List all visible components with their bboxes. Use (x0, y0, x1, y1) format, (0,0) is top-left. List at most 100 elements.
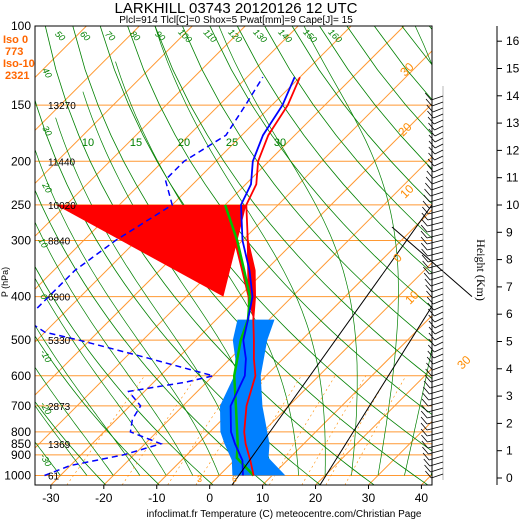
mixing-ratio-line (66, 375, 145, 485)
wind-barb-flag (428, 308, 435, 317)
wind-barb (428, 449, 444, 455)
mixing-ratio-line (121, 375, 198, 485)
wind-barb (434, 341, 444, 347)
isotherm-line (35, 26, 193, 184)
x-tick-label: 20 (309, 491, 323, 505)
wind-barb (431, 185, 444, 191)
height-tick-label: 6 (506, 307, 513, 321)
pressure-tick-label: 600 (11, 369, 31, 383)
wind-barb-flag (424, 188, 431, 197)
wind-barb-flag (420, 422, 428, 431)
wind-barb-flag (424, 374, 432, 383)
wind-barb (427, 401, 444, 407)
wind-barb (429, 197, 444, 203)
isotherm-line (35, 26, 140, 132)
wind-barb (427, 257, 444, 263)
mixing-ratio-line (344, 375, 407, 485)
mixing-ratio-line (325, 375, 389, 485)
wind-barb (428, 395, 444, 401)
height-tick-label: 9 (506, 225, 513, 239)
height-tick-label: 8 (506, 253, 513, 267)
isotherm-line (50, 103, 432, 485)
moist-adiabat-line (218, 26, 358, 476)
wind-barb-flag (424, 92, 432, 101)
isotherm-line (262, 314, 432, 485)
wind-barb (426, 239, 444, 245)
iso0-value: 773 (5, 46, 23, 58)
wind-barb (431, 287, 444, 293)
wind-barb (429, 383, 444, 389)
moist-adiabat-line (35, 405, 88, 476)
height-tick-label: 10 (506, 198, 520, 212)
wind-barb-flag (426, 296, 434, 305)
height-tick-label: 2 (506, 416, 513, 430)
wind-barb-flag (426, 362, 433, 371)
wind-barb-flag (427, 164, 434, 173)
isotherm-line (315, 367, 432, 485)
wind-barb-flag (424, 464, 431, 473)
wind-barb-flag (426, 356, 434, 365)
cin-area-top (55, 204, 247, 297)
wind-barb (431, 179, 444, 185)
bottom-label: 3 (197, 474, 202, 484)
wind-barb (429, 389, 444, 395)
wind-barb (429, 269, 444, 275)
dry-adiabat-line (35, 335, 160, 485)
wind-barb (433, 161, 444, 167)
dry-adiabat-line (236, 26, 432, 274)
wind-barb (431, 101, 444, 107)
wind-barb-flag (421, 248, 428, 257)
wind-barb-flag (427, 110, 434, 119)
wind-barb-flag (422, 446, 429, 455)
wind-barb (434, 125, 444, 131)
wind-barb (433, 167, 444, 173)
dry-adiabat-line (35, 265, 214, 485)
wind-barb (428, 203, 444, 209)
wind-barb-flag (422, 200, 430, 209)
wind-barb (434, 143, 444, 149)
x-tick-label: 30 (362, 491, 376, 505)
mixing-ratio-line (167, 375, 241, 485)
isotherm-line (103, 156, 432, 485)
height-tick-label: 7 (506, 280, 513, 294)
wind-barb (427, 215, 444, 221)
lcl-line (231, 204, 432, 485)
geopotential-label: 5330 (48, 336, 71, 347)
height-tick-label: 11 (506, 171, 519, 185)
wind-barb-flag (420, 242, 428, 251)
pressure-tick-label: 500 (11, 333, 31, 347)
moist-adiabat-line (35, 441, 61, 476)
wind-barb-flag (428, 314, 435, 323)
wind-barb-flag (428, 146, 436, 155)
wind-barb-flag (425, 176, 433, 185)
moist-adiabat-label: 0 (38, 292, 49, 301)
wind-barb-flag (421, 212, 429, 221)
x-tick-label: 40 (415, 491, 429, 505)
wind-barb-flag (423, 458, 431, 467)
pressure-tick-label: 900 (11, 448, 31, 462)
wind-barb (428, 209, 444, 215)
pressure-tick-label: 1000 (4, 468, 31, 482)
wind-barb (427, 251, 444, 257)
height-tick-label: 13 (506, 116, 520, 130)
bottom-label: 6 (232, 474, 237, 484)
wind-barb-flag (425, 470, 432, 479)
wind-barb (427, 437, 444, 443)
height-tick-label: 14 (506, 89, 520, 103)
geopotential-label: 8840 (48, 236, 71, 247)
wind-barb (428, 263, 444, 269)
isotherm-line (35, 26, 299, 290)
geopotential-label: 2873 (48, 402, 71, 413)
temperature-line (243, 76, 301, 476)
chart-subtitle: Plcl=914 Tlcl[C]=0 Shox=5 Pwat[mm]=9 Cap… (119, 15, 353, 26)
wind-barb (427, 413, 444, 419)
x-tick-label: 0 (206, 491, 213, 505)
wind-barb-flag (425, 284, 433, 293)
wind-barb (428, 455, 444, 461)
moist-adiabat-line (35, 148, 220, 476)
wind-barb (427, 221, 444, 227)
geopotential-label: 6900 (48, 293, 71, 304)
wind-barb-flag (421, 434, 428, 443)
wind-barb (426, 425, 444, 431)
dry-adiabat-line (154, 26, 432, 380)
